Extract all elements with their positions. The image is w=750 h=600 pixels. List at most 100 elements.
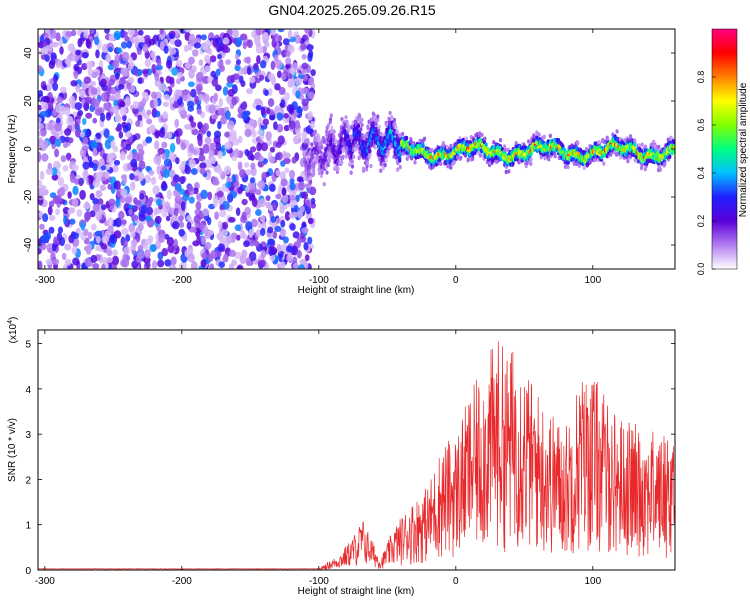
heatmap-cell xyxy=(275,218,281,224)
heatmap-cell xyxy=(251,130,257,138)
heatmap-cell xyxy=(239,33,248,41)
heatmap-cell xyxy=(218,209,227,218)
heatmap-cell xyxy=(100,243,108,250)
heatmap-cell xyxy=(248,181,256,190)
heatmap-cell xyxy=(352,154,356,160)
heatmap-cell xyxy=(74,54,80,62)
heatmap-cell xyxy=(278,253,283,263)
heatmap-cell xyxy=(209,55,217,63)
heatmap-cell xyxy=(326,123,330,128)
heatmap-cell xyxy=(296,238,302,249)
heatmap-cell xyxy=(105,256,113,263)
heatmap-cell xyxy=(304,29,311,35)
heatmap-cell xyxy=(320,144,324,150)
heatmap-cell xyxy=(310,197,316,205)
heatmap-cell xyxy=(265,131,272,141)
heatmap-cell xyxy=(276,244,282,253)
heatmap-cell xyxy=(253,62,259,71)
snr-y-tick-label: 0 xyxy=(25,566,31,577)
heatmap-cell xyxy=(194,208,200,215)
heatmap-cell xyxy=(95,189,103,198)
heatmap-cell xyxy=(344,154,348,159)
heatmap-cell xyxy=(123,240,128,248)
heatmap-cell xyxy=(284,211,291,221)
heatmap-cell xyxy=(172,102,180,109)
heatmap-cell xyxy=(164,259,172,267)
snr-y-tick-label: 4 xyxy=(25,385,31,396)
heatmap-cell xyxy=(284,92,290,101)
heatmap-cell xyxy=(55,32,61,42)
heatmap-cell xyxy=(422,136,427,142)
heatmap-cell xyxy=(226,120,235,130)
heatmap-cell xyxy=(86,60,93,70)
heatmap-cell xyxy=(308,179,313,185)
heatmap-cell xyxy=(218,261,225,269)
heatmap-cell xyxy=(386,141,390,146)
heatmap-cell xyxy=(224,165,232,175)
heatmap-cell xyxy=(128,208,133,216)
heatmap-cell xyxy=(39,223,45,230)
heatmap-cell xyxy=(297,209,304,219)
heatmap-cell xyxy=(256,142,262,152)
heatmap-cell xyxy=(247,150,254,161)
heatmap-cell xyxy=(137,101,145,111)
heatmap-cell xyxy=(105,53,112,63)
heatmap-cell xyxy=(441,140,445,146)
heatmap-cell xyxy=(276,70,282,79)
heatmap-cell xyxy=(82,117,87,126)
heatmap-cell xyxy=(231,155,237,162)
heatmap-cell xyxy=(368,148,372,154)
heatmap-cell xyxy=(235,59,241,65)
heatmap-cell xyxy=(204,65,211,73)
heatmap-cell xyxy=(297,264,305,269)
heatmap-cell xyxy=(190,121,197,128)
heatmap-cell xyxy=(286,254,294,262)
heatmap-cell xyxy=(281,193,289,204)
heatmap-cell xyxy=(156,58,162,67)
heatmap-cell xyxy=(77,38,83,48)
heatmap-cell xyxy=(54,195,62,204)
heatmap-cell xyxy=(103,128,110,139)
heatmap-cell xyxy=(155,64,163,71)
heatmap-cell xyxy=(301,62,309,70)
heatmap-cell xyxy=(396,167,400,172)
heatmap-cell xyxy=(207,253,214,262)
heatmap-cell xyxy=(186,221,192,230)
heatmap-cell xyxy=(150,176,157,185)
heatmap-cell xyxy=(254,77,261,84)
heatmap-cell xyxy=(70,80,78,87)
heatmap-cell xyxy=(176,78,181,85)
heatmap-cell xyxy=(245,56,252,64)
heatmap-cell xyxy=(278,87,286,95)
heatmap-cell xyxy=(373,145,377,150)
heatmap-cell xyxy=(229,129,237,137)
heatmap-cell xyxy=(280,99,286,108)
heatmap-cell xyxy=(294,119,301,130)
heatmap-cell xyxy=(266,138,273,147)
heatmap-cell xyxy=(250,218,258,228)
heatmap-cell xyxy=(123,31,128,37)
heatmap-cell xyxy=(169,151,175,162)
heatmap-cell xyxy=(174,182,182,192)
heatmap-cell xyxy=(54,148,60,158)
snr-x-tick-label: 100 xyxy=(584,576,601,587)
heatmap-cell xyxy=(240,230,246,239)
heatmap-cell xyxy=(180,142,186,151)
heatmap-cell xyxy=(195,230,201,238)
heatmap-cell xyxy=(280,261,286,269)
heatmap-cell xyxy=(286,104,295,113)
heatmap-cell xyxy=(388,110,392,116)
heatmap-cell xyxy=(383,162,387,168)
heatmap-cell xyxy=(190,260,198,269)
heatmap-cell xyxy=(106,250,113,257)
heatmap-cell xyxy=(101,235,110,244)
heatmap-cell xyxy=(376,117,380,122)
heatmap-cell xyxy=(220,237,226,245)
heatmap-cell xyxy=(108,33,115,42)
heatmap-cell xyxy=(326,162,330,168)
snr-x-tick-label: -300 xyxy=(35,576,55,587)
heatmap-cell xyxy=(615,151,620,157)
heatmap-cell xyxy=(59,46,64,55)
heatmap-cell xyxy=(449,143,453,149)
heatmap-cell xyxy=(310,202,317,209)
